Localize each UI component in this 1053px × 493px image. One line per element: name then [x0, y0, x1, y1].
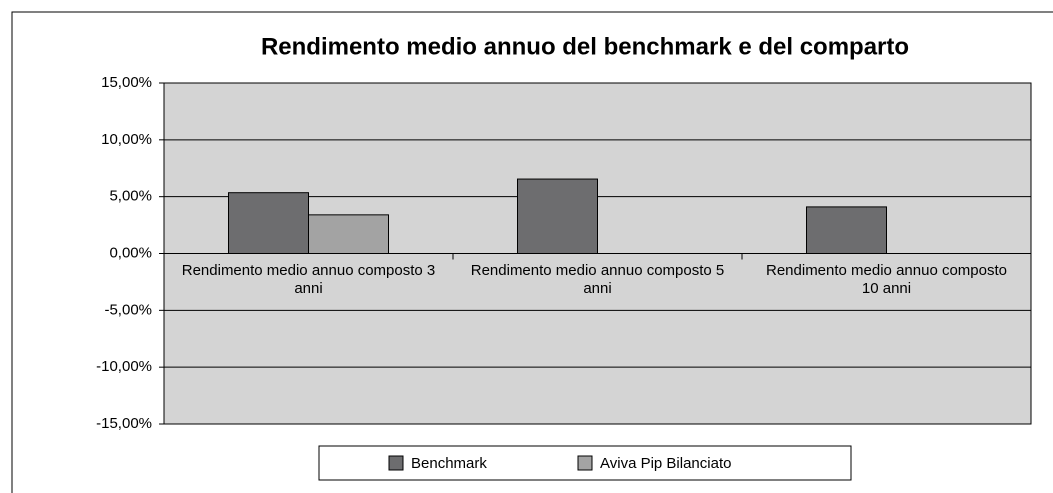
y-tick-label: -5,00% — [104, 301, 152, 318]
bar — [228, 192, 309, 255]
frame — [11, 11, 1053, 493]
y-tick-label: -15,00% — [96, 415, 152, 432]
bar — [308, 214, 389, 254]
legend-label: Benchmark — [411, 455, 487, 472]
chart-title: Rendimento medio annuo del benchmark e d… — [261, 33, 909, 60]
x-tick-label: Rendimento medio annuo composto 5 anni — [470, 261, 725, 297]
x-tick-label: Rendimento medio annuo composto 3 anni — [181, 261, 436, 297]
y-tick-label: 10,00% — [101, 131, 152, 148]
legend-label: Aviva Pip Bilanciato — [600, 455, 731, 472]
y-tick-label: 0,00% — [109, 244, 152, 261]
x-tick-label: Rendimento medio annuo composto 10 anni — [766, 261, 1007, 297]
bar — [806, 206, 887, 254]
legend-swatch — [388, 455, 404, 471]
y-tick-label: 5,00% — [109, 188, 152, 205]
legend-swatch — [577, 455, 593, 471]
y-tick-label: 15,00% — [101, 74, 152, 91]
y-tick-label: -10,00% — [96, 358, 152, 375]
bar — [517, 178, 598, 255]
